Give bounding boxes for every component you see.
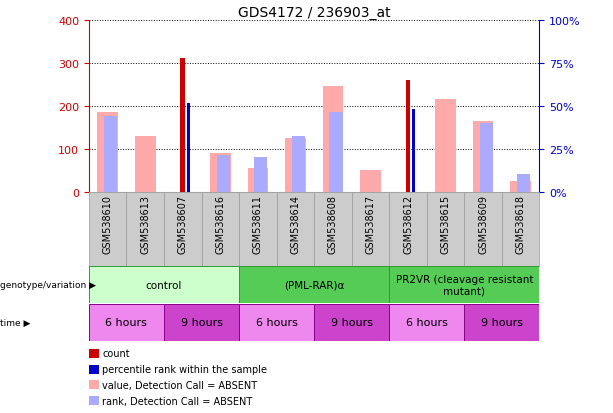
Text: GSM538615: GSM538615 — [441, 194, 451, 253]
Bar — [389, 266, 539, 304]
Text: 9 hours: 9 hours — [481, 318, 523, 328]
Bar — [360, 171, 381, 192]
Bar — [210, 154, 230, 192]
Text: 9 hours: 9 hours — [180, 318, 223, 328]
Text: GSM538613: GSM538613 — [140, 194, 150, 253]
Bar — [276, 192, 314, 266]
Bar — [164, 304, 239, 341]
Text: 9 hours: 9 hours — [330, 318, 373, 328]
Bar — [511, 181, 531, 192]
Bar — [239, 266, 389, 304]
Bar — [254, 158, 267, 192]
Bar — [164, 192, 202, 266]
Bar — [180, 59, 185, 192]
Bar — [104, 117, 117, 192]
Text: percentile rank within the sample: percentile rank within the sample — [102, 364, 267, 374]
Bar — [322, 87, 343, 192]
Text: time ▶: time ▶ — [0, 318, 31, 327]
Bar — [248, 169, 268, 192]
Bar — [389, 304, 465, 341]
Bar — [239, 192, 276, 266]
Bar — [314, 304, 389, 341]
Bar — [329, 113, 343, 192]
Text: GSM538616: GSM538616 — [215, 194, 226, 253]
Text: control: control — [146, 280, 182, 290]
Bar — [89, 192, 126, 266]
Text: value, Detection Call = ABSENT: value, Detection Call = ABSENT — [102, 380, 257, 390]
Bar — [187, 104, 190, 192]
Text: genotype/variation ▶: genotype/variation ▶ — [0, 280, 96, 290]
Text: 6 hours: 6 hours — [256, 318, 297, 328]
Bar — [126, 192, 164, 266]
Text: GSM538608: GSM538608 — [328, 194, 338, 253]
Bar — [202, 192, 239, 266]
Bar — [89, 266, 239, 304]
Bar — [389, 192, 427, 266]
Text: GSM538611: GSM538611 — [253, 194, 263, 253]
Text: count: count — [102, 349, 130, 358]
Bar — [473, 121, 493, 192]
Title: GDS4172 / 236903_at: GDS4172 / 236903_at — [238, 6, 390, 20]
Text: GSM538607: GSM538607 — [178, 194, 188, 253]
Text: (PML-RAR)α: (PML-RAR)α — [284, 280, 345, 290]
Bar — [427, 192, 465, 266]
Text: GSM538618: GSM538618 — [516, 194, 526, 253]
Text: PR2VR (cleavage resistant
mutant): PR2VR (cleavage resistant mutant) — [395, 274, 533, 296]
Text: 6 hours: 6 hours — [105, 318, 147, 328]
Bar — [517, 175, 530, 192]
Bar — [465, 304, 539, 341]
Bar — [285, 138, 306, 192]
Bar — [406, 81, 410, 192]
Bar — [412, 110, 415, 192]
Bar — [239, 304, 314, 341]
Bar — [435, 100, 456, 192]
Bar — [352, 192, 389, 266]
Bar — [89, 304, 164, 341]
Bar — [292, 136, 305, 192]
Bar — [479, 123, 493, 192]
Text: GSM538612: GSM538612 — [403, 194, 413, 253]
Text: GSM538617: GSM538617 — [365, 194, 376, 253]
Bar — [217, 156, 230, 192]
Bar — [97, 113, 118, 192]
Text: GSM538610: GSM538610 — [102, 194, 113, 253]
Bar — [465, 192, 502, 266]
Bar — [135, 136, 156, 192]
Text: rank, Detection Call = ABSENT: rank, Detection Call = ABSENT — [102, 396, 253, 406]
Text: GSM538609: GSM538609 — [478, 194, 488, 253]
Bar — [502, 192, 539, 266]
Text: GSM538614: GSM538614 — [291, 194, 300, 253]
Bar — [314, 192, 352, 266]
Text: 6 hours: 6 hours — [406, 318, 447, 328]
